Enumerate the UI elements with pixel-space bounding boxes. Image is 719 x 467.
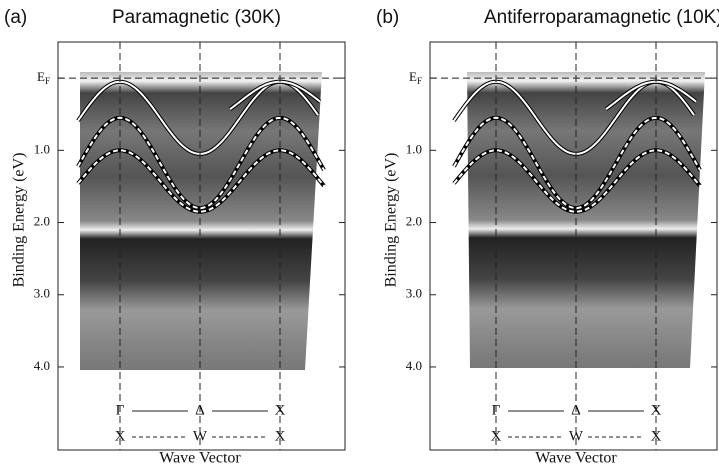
x-label-row2: X — [491, 428, 502, 444]
y-tick-label: 1.0 — [406, 141, 422, 156]
x-label-row1: Δ — [571, 402, 581, 418]
tick-text: 2.0 — [406, 214, 422, 229]
y-tick-label: EF — [409, 69, 422, 86]
frame — [57, 41, 346, 451]
x-label-row2: W — [193, 428, 208, 444]
y-tick-label: 4.0 — [34, 358, 50, 373]
y-tick-label: 2.0 — [34, 214, 50, 229]
x-label-row1: X — [651, 402, 662, 418]
x-label-row2: X — [115, 428, 126, 444]
tick-text: E — [409, 69, 417, 84]
x-axis-label: Wave Vector — [159, 450, 241, 467]
y-tick-label: 4.0 — [406, 358, 422, 373]
tick-text: 3.0 — [34, 286, 50, 301]
x-label-row2: W — [569, 428, 584, 444]
tick-text: 2.0 — [34, 214, 50, 229]
x-label-row1: Γ — [492, 402, 501, 418]
x-label-row1: Δ — [195, 402, 205, 418]
tick-text: 3.0 — [406, 286, 422, 301]
band-curve — [453, 116, 701, 210]
tick-text: 4.0 — [34, 358, 50, 373]
tick-subscript: F — [417, 76, 422, 86]
band-curve — [77, 149, 325, 213]
y-axis-label: Binding Energy (eV) — [11, 153, 28, 288]
panel: (b) Antiferroparamagnetic (10K) Binding En… — [376, 7, 719, 467]
panel-label: (a) — [4, 7, 27, 28]
panel: (a) Paramagnetic (30K) Binding Energy (eV)… — [4, 7, 346, 467]
frame — [429, 41, 718, 451]
y-axis-label: Binding Energy (eV) — [383, 153, 400, 288]
band-curve — [229, 80, 321, 111]
tick-text: E — [37, 69, 45, 84]
tick-subscript: F — [45, 76, 50, 86]
panel-title: Antiferroparamagnetic (10K) — [484, 7, 719, 28]
band-curve — [453, 149, 701, 213]
tick-text: 1.0 — [406, 141, 422, 156]
panel-title: Paramagnetic (30K) — [112, 7, 281, 28]
x-label-row1: X — [275, 402, 286, 418]
tick-text: 4.0 — [406, 358, 422, 373]
x-label-row1: Γ — [116, 402, 125, 418]
y-tick-label: 3.0 — [406, 286, 422, 301]
x-label-row2: X — [275, 428, 286, 444]
y-tick-label: 3.0 — [34, 286, 50, 301]
band-curve — [605, 80, 697, 111]
x-label-row2: X — [651, 428, 662, 444]
x-axis-label: Wave Vector — [535, 450, 617, 467]
y-tick-label: 1.0 — [34, 141, 50, 156]
band-curve — [77, 116, 325, 210]
tick-text: 1.0 — [34, 141, 50, 156]
panel-label: (b) — [376, 7, 399, 28]
y-tick-label: EF — [37, 69, 50, 86]
y-tick-label: 2.0 — [406, 214, 422, 229]
spectrum-image — [80, 72, 322, 370]
spectrum-image — [467, 72, 705, 368]
